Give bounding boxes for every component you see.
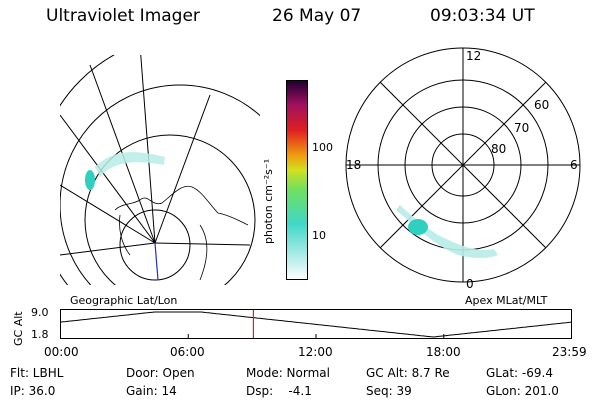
mlt-label-0: 0 (466, 277, 474, 291)
aurora-bright-spot (85, 170, 95, 190)
info-gain: Gain: 14 (126, 384, 177, 398)
colorbar-unit-label: photon cm⁻²s⁻¹ (262, 158, 275, 244)
info-ip: IP: 36.0 (10, 384, 56, 398)
polar-panel-label: Apex MLat/MLT (465, 294, 548, 307)
altitude-curve (60, 311, 572, 338)
mlat-label-80: 80 (491, 142, 506, 156)
polar-plot: 12 18 6 0 60 70 80 (345, 47, 581, 291)
mlt-label-6: 6 (570, 158, 578, 172)
mlat-label-70: 70 (514, 121, 529, 135)
xtick-0600: 06:00 (170, 345, 205, 359)
info-glon: GLon: 201.0 (486, 384, 559, 398)
xtick-2359: 23:59 (552, 345, 587, 359)
lat-circle (84, 134, 256, 285)
aurora-faint-oval (396, 205, 498, 258)
geo-panel-label: Geographic Lat/Lon (70, 294, 178, 307)
info-mode: Mode: Normal (246, 366, 330, 380)
info-filter: Flt: LBHL (10, 366, 64, 380)
xtick-1200: 12:00 (298, 345, 333, 359)
app-title: Ultraviolet Imager (46, 6, 200, 26)
color-scale-bar (286, 80, 308, 280)
mlat-label-60: 60 (534, 98, 549, 112)
alt-plot-ymin: 1.8 (31, 328, 49, 341)
geographic-map (60, 55, 260, 285)
time-label: 09:03:34 UT (430, 6, 535, 26)
lat-circle (119, 209, 191, 281)
info-dsp: Dsp: -4.1 (246, 384, 312, 398)
info-door: Door: Open (126, 366, 195, 380)
mlt-label-12: 12 (466, 49, 481, 63)
local-meridian (154, 242, 159, 281)
mlt-label-18: 18 (346, 158, 361, 172)
aurora-faint-band (95, 152, 165, 177)
aurora-bright-spot (408, 219, 428, 235)
colorbar-tick-10: 10 (312, 229, 326, 242)
colorbar-tick-100: 100 (312, 141, 333, 154)
info-glat: GLat: -69.4 (486, 366, 553, 380)
date-label: 26 May 07 (272, 6, 362, 26)
altitude-plot (60, 309, 572, 339)
xtick-0000: 00:00 (44, 345, 79, 359)
info-seq: Seq: 39 (366, 384, 412, 398)
alt-plot-ylabel: GC Alt (12, 311, 25, 346)
alt-plot-ymax: 9.0 (31, 306, 49, 319)
info-gc-alt: GC Alt: 8.7 Re (366, 366, 450, 380)
xtick-1800: 18:00 (426, 345, 461, 359)
lat-circle (60, 84, 260, 285)
